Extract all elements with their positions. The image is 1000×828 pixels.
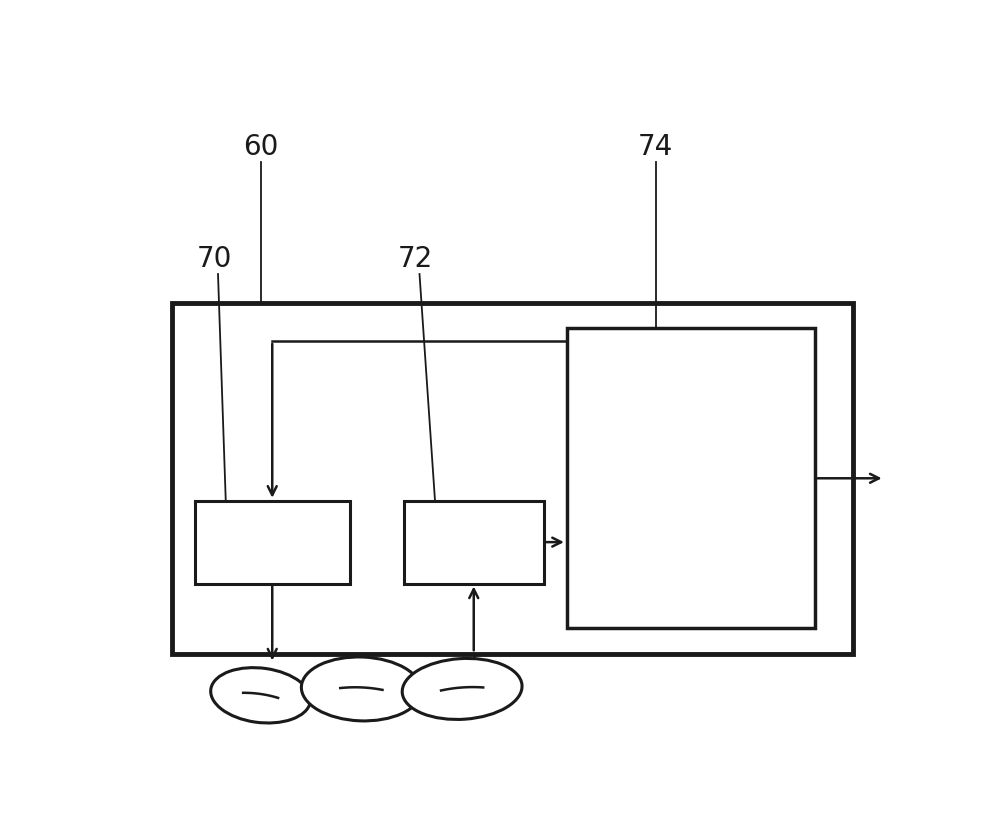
Bar: [172, 303, 853, 654]
Text: 70: 70: [196, 245, 232, 272]
Bar: [404, 501, 544, 584]
Ellipse shape: [301, 657, 421, 721]
Text: 72: 72: [398, 245, 433, 272]
Text: 60: 60: [243, 133, 278, 161]
Ellipse shape: [211, 668, 311, 723]
Text: 74: 74: [638, 133, 674, 161]
Bar: [195, 501, 350, 584]
Bar: [567, 329, 815, 628]
Ellipse shape: [402, 658, 522, 720]
